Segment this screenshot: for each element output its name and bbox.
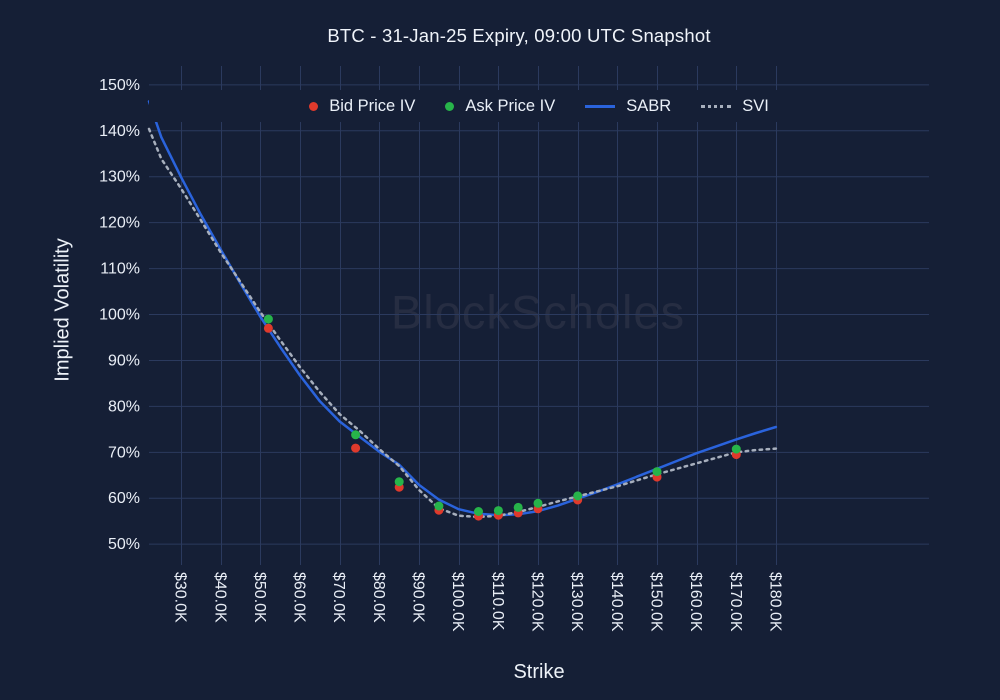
x-axis-title: Strike bbox=[513, 661, 565, 683]
x-tick-label: $100.0K bbox=[449, 572, 466, 632]
x-tick-label: $130.0K bbox=[568, 572, 585, 632]
legend-item-sabr[interactable]: SABR bbox=[585, 97, 671, 116]
y-tick-label: 150% bbox=[99, 77, 140, 94]
legend-label: Ask Price IV bbox=[465, 96, 556, 115]
x-tick-label: $50.0K bbox=[251, 572, 268, 623]
x-tick-label: $140.0K bbox=[608, 572, 625, 632]
y-tick-label: 140% bbox=[99, 123, 140, 140]
y-tick-label: 50% bbox=[108, 536, 140, 553]
x-tick-label: $120.0K bbox=[529, 572, 546, 632]
y-tick-label: 100% bbox=[99, 307, 140, 324]
bid-dot-icon bbox=[309, 101, 319, 111]
y-tick-label: 90% bbox=[108, 352, 140, 369]
legend-item-ask-price-iv[interactable]: Ask Price IV bbox=[445, 97, 555, 116]
y-tick-label: 70% bbox=[108, 444, 140, 461]
legend-item-svi[interactable]: SVI bbox=[701, 97, 769, 116]
x-tick-label: $180.0K bbox=[766, 572, 783, 632]
chart-title: BTC - 31-Jan-25 Expiry, 09:00 UTC Snapsh… bbox=[327, 25, 711, 46]
series-line-svi bbox=[147, 127, 778, 519]
y-tick-label: 60% bbox=[108, 490, 140, 507]
x-tick-label: $110.0K bbox=[489, 572, 506, 631]
y-axis-title: Implied Volatility bbox=[51, 238, 74, 382]
series-points-bid-price-iv[interactable] bbox=[263, 323, 741, 521]
y-tick-label: 80% bbox=[108, 398, 140, 415]
tick-labels: 50% 60% 70% 80% 90% 100% 110% 120% 130% 140% 150% $… bbox=[99, 77, 783, 632]
legend-item-bid-price-iv[interactable]: Bid Price IV bbox=[309, 97, 415, 116]
x-tick-label: $80.0K bbox=[370, 572, 387, 623]
legend-label: SABR bbox=[626, 96, 672, 115]
x-tick-label: $60.0K bbox=[291, 572, 308, 623]
x-tick-label: $170.0K bbox=[727, 572, 744, 632]
series-points-ask-price-iv[interactable] bbox=[263, 314, 741, 516]
gridlines bbox=[149, 66, 929, 565]
blockscholes-watermark: BlockScholes bbox=[390, 285, 686, 339]
legend-label: Bid Price IV bbox=[329, 96, 416, 115]
x-tick-label: $70.0K bbox=[330, 572, 347, 623]
series-line-sabr bbox=[147, 100, 778, 517]
x-tick-label: $40.0K bbox=[211, 572, 228, 623]
y-tick-label: 110% bbox=[100, 261, 140, 278]
y-tick-label: 130% bbox=[99, 169, 140, 186]
ask-dot-icon bbox=[445, 101, 455, 111]
x-tick-label: $150.0K bbox=[647, 572, 664, 632]
y-tick-label: 120% bbox=[99, 215, 140, 232]
sabr-line-icon bbox=[585, 104, 616, 108]
x-tick-label: $160.0K bbox=[687, 572, 704, 632]
x-tick-label: $90.0K bbox=[410, 572, 427, 623]
chart-legend: Bid Price IV Ask Price IV SABR SVI bbox=[149, 90, 929, 122]
svi-dotted-line-icon bbox=[701, 104, 732, 108]
x-tick-label: $30.0K bbox=[172, 572, 189, 623]
legend-label: SVI bbox=[742, 96, 769, 115]
